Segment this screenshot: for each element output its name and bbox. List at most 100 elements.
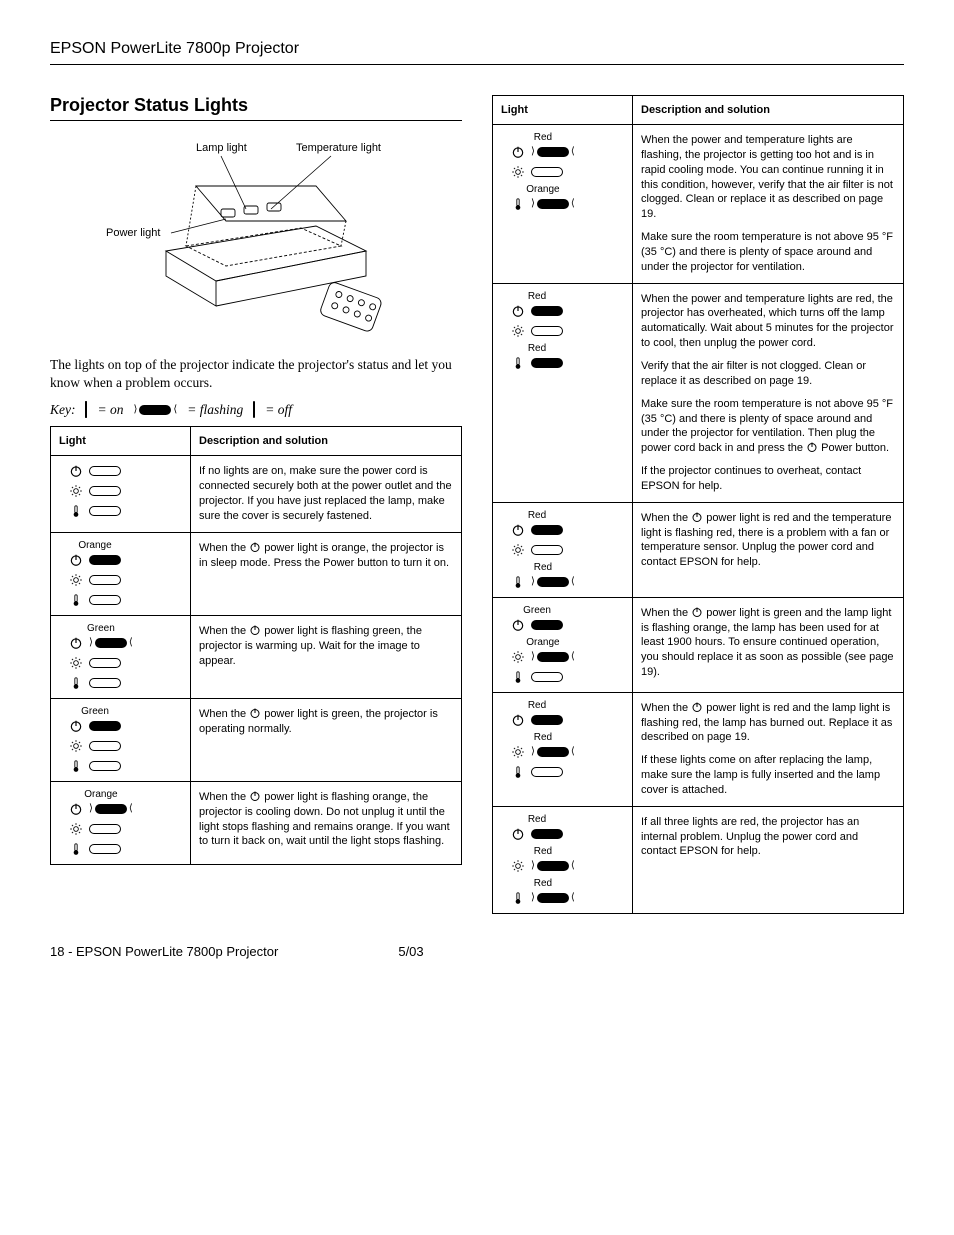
thermometer-icon	[69, 759, 83, 773]
power-icon	[691, 606, 703, 618]
lamp-icon	[511, 543, 525, 557]
thermometer-icon	[69, 593, 83, 607]
description-cell: If no lights are on, make sure the power…	[191, 456, 462, 532]
description-text: When the power light is green and the la…	[641, 606, 895, 680]
th-desc: Description and solution	[633, 96, 904, 125]
power-icon	[511, 827, 525, 841]
description-text: When the power light is flashing green, …	[199, 624, 453, 669]
description-text: If these lights come on after replacing …	[641, 753, 895, 798]
power-icon	[511, 304, 525, 318]
thermometer-icon	[511, 891, 525, 905]
title-rule	[50, 120, 462, 121]
footer-right: 5/03	[398, 944, 423, 959]
th-light: Light	[51, 427, 191, 456]
light-color-label: Green	[523, 606, 551, 616]
description-cell: When the power light is flashing green, …	[191, 615, 462, 698]
table-row: Green When the power light is green, the …	[51, 698, 462, 781]
description-cell: When the power light is green, the proje…	[191, 698, 462, 781]
lamp-icon	[511, 745, 525, 759]
description-text: When the power and temperature lights ar…	[641, 133, 895, 222]
footer-left: 18 - EPSON PowerLite 7800p Projector	[50, 944, 278, 959]
light-color-label: Orange	[84, 790, 117, 800]
diagram-label-power: Power light	[106, 227, 160, 239]
description-text: Make sure the room temperature is not ab…	[641, 230, 895, 275]
power-icon	[691, 511, 703, 523]
light-color-label: Red	[528, 815, 546, 825]
description-text: When the power light is red and the temp…	[641, 511, 895, 570]
key-label: Key:	[50, 402, 75, 418]
description-text: When the power light is orange, the proj…	[199, 541, 453, 571]
th-light: Light	[493, 96, 633, 125]
power-icon	[511, 523, 525, 537]
description-text: When the power light is flashing orange,…	[199, 790, 453, 849]
power-icon	[511, 145, 525, 159]
table-row: RedRed⟩⟨When the power light is red and …	[493, 502, 904, 597]
description-text: If the projector continues to overheat, …	[641, 464, 895, 494]
intro-text: The lights on top of the projector indic…	[50, 356, 462, 392]
power-icon	[249, 541, 261, 553]
lamp-icon	[69, 739, 83, 753]
table-row: RedRed⟩⟨Red⟩⟨If all three lights are red…	[493, 806, 904, 913]
power-icon	[69, 719, 83, 733]
table-row: RedRed⟩⟨When the power light is red and …	[493, 692, 904, 806]
light-cell: Green⟩⟨	[51, 615, 191, 698]
left-column: Projector Status Lights Lamp light Tempe…	[50, 95, 462, 914]
light-color-label: Green	[87, 624, 115, 634]
description-text: If no lights are on, make sure the power…	[199, 464, 453, 523]
light-color-label: Orange	[526, 638, 559, 648]
light-cell: RedRed⟩⟨	[493, 692, 633, 806]
light-color-label: Red	[534, 733, 552, 743]
light-color-label: Red	[528, 511, 546, 521]
light-cell: Orange⟩⟨	[51, 781, 191, 864]
page-footer: 18 - EPSON PowerLite 7800p Projector 5/0…	[50, 944, 904, 959]
key-flash-glyph: ⟩⟨	[133, 405, 177, 415]
description-cell: When the power and temperature lights ar…	[633, 283, 904, 502]
description-cell: When the power light is green and the la…	[633, 597, 904, 692]
description-text: When the power light is green, the proje…	[199, 707, 453, 737]
power-icon	[511, 713, 525, 727]
description-cell: If all three lights are red, the project…	[633, 806, 904, 913]
thermometer-icon	[511, 765, 525, 779]
table-row: GreenOrange⟩⟨When the power light is gre…	[493, 597, 904, 692]
thermometer-icon	[511, 197, 525, 211]
description-cell: When the power light is red and the temp…	[633, 502, 904, 597]
key-flashing: = flashing	[187, 402, 243, 418]
light-cell: RedRed⟩⟨	[493, 502, 633, 597]
light-color-label: Red	[528, 344, 546, 354]
thermometer-icon	[69, 676, 83, 690]
power-icon	[69, 553, 83, 567]
power-icon	[69, 464, 83, 478]
lamp-icon	[69, 822, 83, 836]
thermometer-icon	[511, 575, 525, 589]
key-on: = on	[97, 402, 123, 418]
description-text: If all three lights are red, the project…	[641, 815, 895, 860]
lamp-icon	[69, 656, 83, 670]
table-row: Orange⟩⟨When the power light is flashing…	[51, 781, 462, 864]
key-off-glyph	[253, 402, 255, 418]
two-column-layout: Projector Status Lights Lamp light Tempe…	[50, 95, 904, 914]
key-on-glyph	[85, 402, 87, 418]
thermometer-icon	[511, 356, 525, 370]
light-color-label: Green	[81, 707, 109, 717]
power-icon	[511, 618, 525, 632]
table-row: If no lights are on, make sure the power…	[51, 456, 462, 532]
diagram-label-temp: Temperature light	[296, 142, 381, 154]
power-icon	[691, 701, 703, 713]
description-cell: When the power light is red and the lamp…	[633, 692, 904, 806]
lamp-icon	[69, 484, 83, 498]
light-cell: Green	[51, 698, 191, 781]
light-color-label: Red	[528, 701, 546, 711]
page-header: EPSON PowerLite 7800p Projector	[50, 40, 904, 65]
light-color-label: Red	[528, 292, 546, 302]
description-cell: When the power and temperature lights ar…	[633, 125, 904, 284]
power-icon	[806, 441, 818, 453]
diagram-label-lamp: Lamp light	[196, 142, 247, 154]
table-row: Green⟩⟨When the power light is flashing …	[51, 615, 462, 698]
power-icon	[69, 802, 83, 816]
section-title: Projector Status Lights	[50, 95, 462, 116]
table-row: OrangeWhen the power light is orange, th…	[51, 532, 462, 615]
key-legend: Key: = on ⟩⟨ = flashing = off	[50, 402, 462, 418]
lamp-icon	[69, 573, 83, 587]
light-color-label: Orange	[526, 185, 559, 195]
power-icon	[249, 624, 261, 636]
